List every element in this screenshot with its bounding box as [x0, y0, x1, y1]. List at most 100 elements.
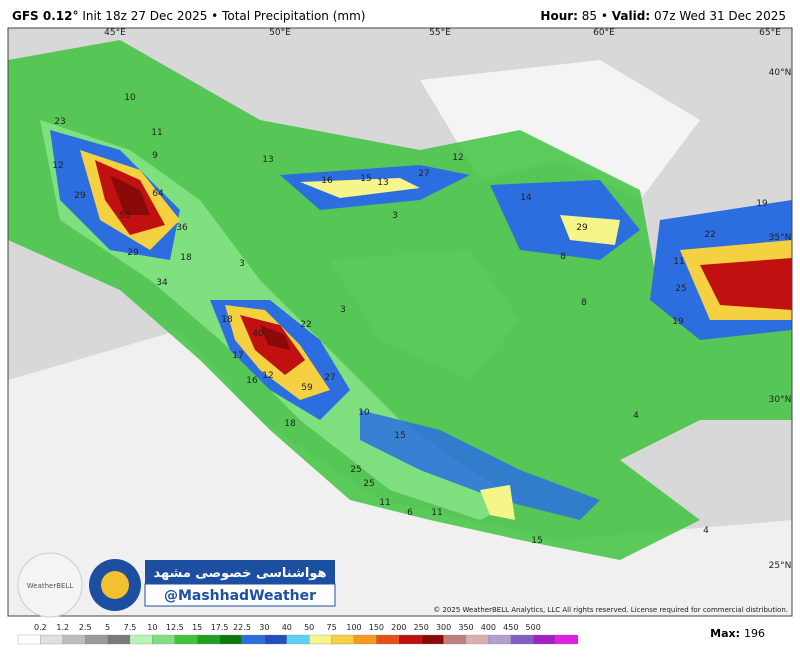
- colorbar-label: 75: [327, 623, 337, 632]
- separator: •: [601, 9, 608, 23]
- value-label: 18: [284, 419, 296, 429]
- value-label: 59: [301, 383, 313, 393]
- colorbar-swatch: [376, 634, 399, 645]
- colorbar-swatch: [353, 634, 377, 645]
- header-left: GFS 0.12° Init 18z 27 Dec 2025 • Total P…: [12, 9, 365, 23]
- colorbar-swatch: [197, 634, 220, 645]
- colorbar-label: 200: [391, 623, 406, 632]
- value-label: 11: [151, 128, 162, 138]
- grid-label: 50°E: [269, 28, 291, 38]
- colorbar-swatch: [219, 634, 243, 645]
- map: [7, 27, 793, 617]
- info: Init 18z 27 Dec 2025 • Total Precipitati…: [82, 9, 365, 23]
- colorbar-swatch: [152, 634, 175, 645]
- colorbar-label: 15: [192, 623, 202, 632]
- value-label: 8: [560, 252, 566, 262]
- value-label: 16: [246, 376, 258, 386]
- model: GFS 0.12°: [12, 9, 78, 23]
- colorbar-swatch: [174, 634, 198, 645]
- colorbar-swatch: [40, 634, 63, 645]
- colorbar-swatch: [107, 634, 131, 645]
- colorbar-swatch: [443, 634, 467, 645]
- colorbar-label: 400: [481, 623, 496, 632]
- colorbar-swatch: [331, 634, 355, 645]
- valid: 07z Wed 31 Dec 2025: [654, 9, 786, 23]
- colorbar-label: 2.5: [79, 623, 92, 632]
- value-label: 15: [531, 536, 542, 546]
- colorbar-label: 17.5: [211, 623, 229, 632]
- colorbar-label: 100: [346, 623, 361, 632]
- value-label: 51: [119, 211, 130, 221]
- value-label: 19: [756, 199, 768, 209]
- value-label: 40: [252, 329, 264, 339]
- value-label: 11: [379, 498, 390, 508]
- grid-label: 65°E: [759, 28, 781, 38]
- grid-label: 60°E: [593, 28, 615, 38]
- value-label: 22: [704, 230, 715, 240]
- logo-title: هواشناسی خصوصی مشهد: [154, 566, 327, 581]
- grid-label: 30°N: [769, 395, 792, 405]
- colorbar-label: 500: [526, 623, 541, 632]
- colorbar-label: 300: [436, 623, 451, 632]
- value-label: 34: [156, 278, 168, 288]
- grid-label: 45°E: [104, 28, 126, 38]
- value-label: 18: [221, 315, 233, 325]
- header-right: Hour: 85 • Valid: 07z Wed 31 Dec 2025: [540, 9, 786, 23]
- value-label: 4: [633, 411, 639, 421]
- colorbar-swatch: [488, 634, 511, 645]
- colorbar-label: 12.5: [166, 623, 184, 632]
- colorbar-label: 30: [259, 623, 269, 632]
- value-label: 29: [74, 191, 86, 201]
- value-label: 12: [452, 153, 463, 163]
- grid-label: 40°N: [769, 68, 792, 78]
- grid-label: 55°E: [429, 28, 451, 38]
- value-label: 23: [54, 117, 65, 127]
- value-label: 12: [262, 371, 273, 381]
- value-label: 13: [262, 155, 273, 165]
- value-label: 11: [431, 508, 442, 518]
- value-label: 19: [672, 317, 684, 327]
- colorbar-label: 40: [282, 623, 292, 632]
- value-label: 29: [127, 248, 139, 258]
- colorbar-label: 7.5: [124, 623, 137, 632]
- colorbar-label: 250: [414, 623, 429, 632]
- colorbar-label: 450: [503, 623, 518, 632]
- valid-label: Valid:: [612, 9, 650, 23]
- colorbar-swatch: [398, 634, 422, 645]
- colorbar-label: 5: [105, 623, 110, 632]
- colorbar-swatch: [85, 634, 108, 645]
- colorbar-swatch: [129, 634, 153, 645]
- colorbar-swatch: [421, 634, 444, 645]
- value-label: 22: [300, 320, 311, 330]
- value-label: 64: [152, 189, 164, 199]
- colorbar-swatch: [286, 634, 310, 645]
- value-label: 3: [239, 259, 245, 269]
- value-label: 18: [180, 253, 192, 263]
- value-label: 8: [581, 298, 587, 308]
- colorbar-swatch: [17, 634, 41, 645]
- colorbar-swatch: [241, 634, 265, 645]
- value-label: 29: [576, 223, 588, 233]
- value-label: 3: [392, 211, 398, 221]
- colorbar-label: 1.2: [56, 623, 69, 632]
- max-label: Max:: [710, 627, 740, 640]
- value-label: 12: [52, 161, 63, 171]
- value-label: 15: [360, 174, 371, 184]
- value-label: 9: [152, 151, 158, 161]
- logo-brand: WeatherBELL: [27, 582, 74, 590]
- value-label: 17: [232, 351, 243, 361]
- colorbar-swatch: [465, 634, 489, 645]
- colorbar-label: 50: [304, 623, 314, 632]
- value-label: 15: [394, 431, 405, 441]
- colorbar-label: 0.2: [34, 623, 47, 632]
- value-label: 10: [358, 408, 370, 418]
- value-label: 27: [324, 373, 335, 383]
- value-label: 25: [675, 284, 686, 294]
- colorbar-swatch: [510, 634, 534, 645]
- colorbar-label: 350: [458, 623, 473, 632]
- colorbar-swatch: [309, 634, 332, 645]
- logo-handle: @MashhadWeather: [164, 588, 316, 604]
- colorbar-swatch: [264, 634, 287, 645]
- hour: 85: [582, 9, 597, 23]
